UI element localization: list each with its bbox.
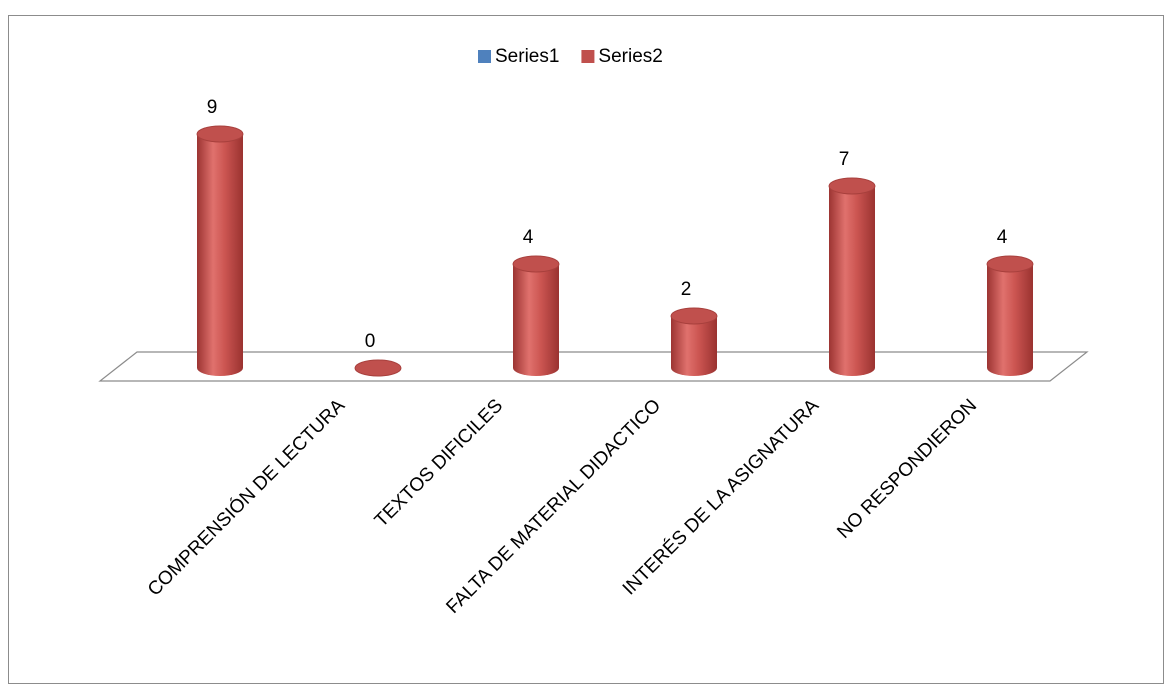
data-label: 7	[839, 149, 850, 170]
legend-item: Series1	[478, 46, 559, 67]
legend-swatch	[581, 50, 595, 63]
bar-top	[670, 307, 718, 325]
legend-label: Series2	[598, 46, 662, 67]
bar-top	[512, 255, 560, 273]
data-label: 4	[997, 227, 1008, 248]
cylinder	[828, 177, 876, 376]
bar	[671, 316, 717, 376]
data-label: 4	[523, 227, 534, 248]
data-label: 9	[207, 97, 218, 118]
bar-top	[828, 177, 876, 195]
legend-label: Series1	[495, 46, 559, 67]
legend-item: Series2	[581, 46, 663, 67]
bar	[197, 134, 243, 376]
cylinder	[196, 125, 244, 376]
legend-swatch	[478, 50, 491, 63]
data-label: 0	[365, 331, 376, 352]
bar	[513, 264, 559, 376]
cylinder	[354, 359, 402, 377]
floor	[98, 351, 1089, 382]
bar-top	[196, 125, 244, 143]
bar-top	[354, 359, 402, 377]
cylinder	[670, 307, 718, 376]
bar	[829, 186, 875, 376]
cylinder	[986, 255, 1034, 376]
bar-top	[986, 255, 1034, 273]
data-label: 2	[681, 279, 692, 300]
bar	[987, 264, 1033, 376]
cylinder	[512, 255, 560, 376]
